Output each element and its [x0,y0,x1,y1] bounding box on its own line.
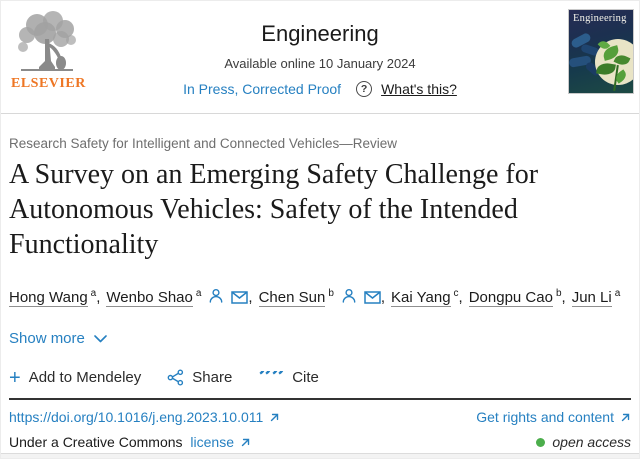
doi-link[interactable]: https://doi.org/10.1016/j.eng.2023.10.01… [9,409,280,425]
external-link-icon [271,413,279,421]
author-affiliation-sup: a [195,288,202,299]
journal-cover-thumbnail[interactable]: Engineering [568,9,634,94]
author-item: Wenbo Shao a, [106,288,258,307]
cite-label: Cite [292,369,319,386]
external-link-icon [621,413,630,421]
section-label: Research Safety for Intelligent and Conn… [9,136,397,151]
cover-journal-name: Engineering [573,13,627,24]
doi-bar: https://doi.org/10.1016/j.eng.2023.10.01… [9,398,631,425]
author-list: Hong Wang a, Wenbo Shao a, Chen Sun b, Kai … [9,288,631,307]
in-press-link[interactable]: In Press, Corrected Proof [183,81,342,97]
article-head: Research Safety for Intelligent and Conn… [1,136,639,389]
elsevier-wordmark: ELSEVIER [11,76,86,91]
open-access-label: open access [552,434,631,450]
get-rights-link[interactable]: Get rights and content [476,409,631,425]
author-separator: , [96,289,101,306]
external-link-icon [241,438,250,446]
open-access-dot-icon [536,437,546,447]
action-bar: + Add to Mendeley Share [9,366,631,389]
journal-masthead: ELSEVIER Engineering Available online 10… [1,1,639,114]
share-icon [167,369,184,386]
share-label: Share [192,369,233,386]
author-item: Hong Wang a, [9,288,106,307]
author-item: Dongpu Cao b, [468,288,572,307]
person-icon[interactable] [208,288,224,304]
author-affiliation-sup: a [90,288,97,299]
author-item: Chen Sun b, [258,288,391,307]
author-affiliation-sup: a [614,288,621,299]
author-link[interactable]: Kai Yang [391,289,451,307]
chevron-down-icon [94,334,107,342]
author-affiliation-sup: b [328,288,334,299]
cite-button[interactable]: ”” Cite [258,369,319,386]
plus-icon: + [9,366,21,389]
author-separator: , [458,289,463,306]
whats-this-link[interactable]: What's this? [381,81,457,97]
author-item: Kai Yang c, [391,288,469,307]
share-button[interactable]: Share [167,369,232,386]
elsevier-logo[interactable]: ELSEVIER [11,9,86,92]
get-rights-text: Get rights and content [476,409,614,425]
license-bar: Under a Creative Commons license open ac… [9,434,631,450]
author-affiliation-sup: c [453,288,459,299]
help-question-icon[interactable]: ? [356,81,373,97]
cite-quote-icon: ”” [258,371,284,385]
elsevier-tree-icon [18,11,76,71]
author-link[interactable]: Dongpu Cao [468,289,553,307]
cc-license-link[interactable]: license [190,434,251,450]
author-separator: , [248,289,253,306]
add-to-mendeley-label: Add to Mendeley [28,369,142,386]
author-link[interactable]: Wenbo Shao [106,289,193,307]
masthead-center: Engineering Available online 10 January … [91,21,549,97]
envelope-icon[interactable] [231,291,249,304]
envelope-icon[interactable] [364,291,381,304]
person-icon[interactable] [341,288,357,304]
show-more-label: Show more [9,330,85,347]
cc-prefix-text: Under a Creative Commons [9,434,183,450]
show-more-button[interactable]: Show more [9,330,107,347]
doi-text: https://doi.org/10.1016/j.eng.2023.10.01… [9,409,264,425]
author-link[interactable]: Hong Wang [9,289,88,307]
status-row: In Press, Corrected Proof ? What's this? [91,81,549,97]
available-online-text: Available online 10 January 2024 [224,56,416,71]
page-bottom-divider [1,453,639,458]
author-affiliation-sup: b [555,288,562,299]
article-title: A Survey on an Emerging Safety Challenge… [9,159,539,260]
author-item: Jun Li a [571,288,621,307]
cc-license-text: license [190,434,234,450]
open-access-badge: open access [536,434,631,450]
cc-statement: Under a Creative Commons license [9,434,251,450]
journal-title-link[interactable]: Engineering [261,21,379,46]
author-link[interactable]: Jun Li [571,289,612,307]
author-separator: , [380,289,386,306]
author-link[interactable]: Chen Sun [258,289,326,307]
author-separator: , [561,289,566,306]
add-to-mendeley-button[interactable]: + Add to Mendeley [9,366,142,389]
